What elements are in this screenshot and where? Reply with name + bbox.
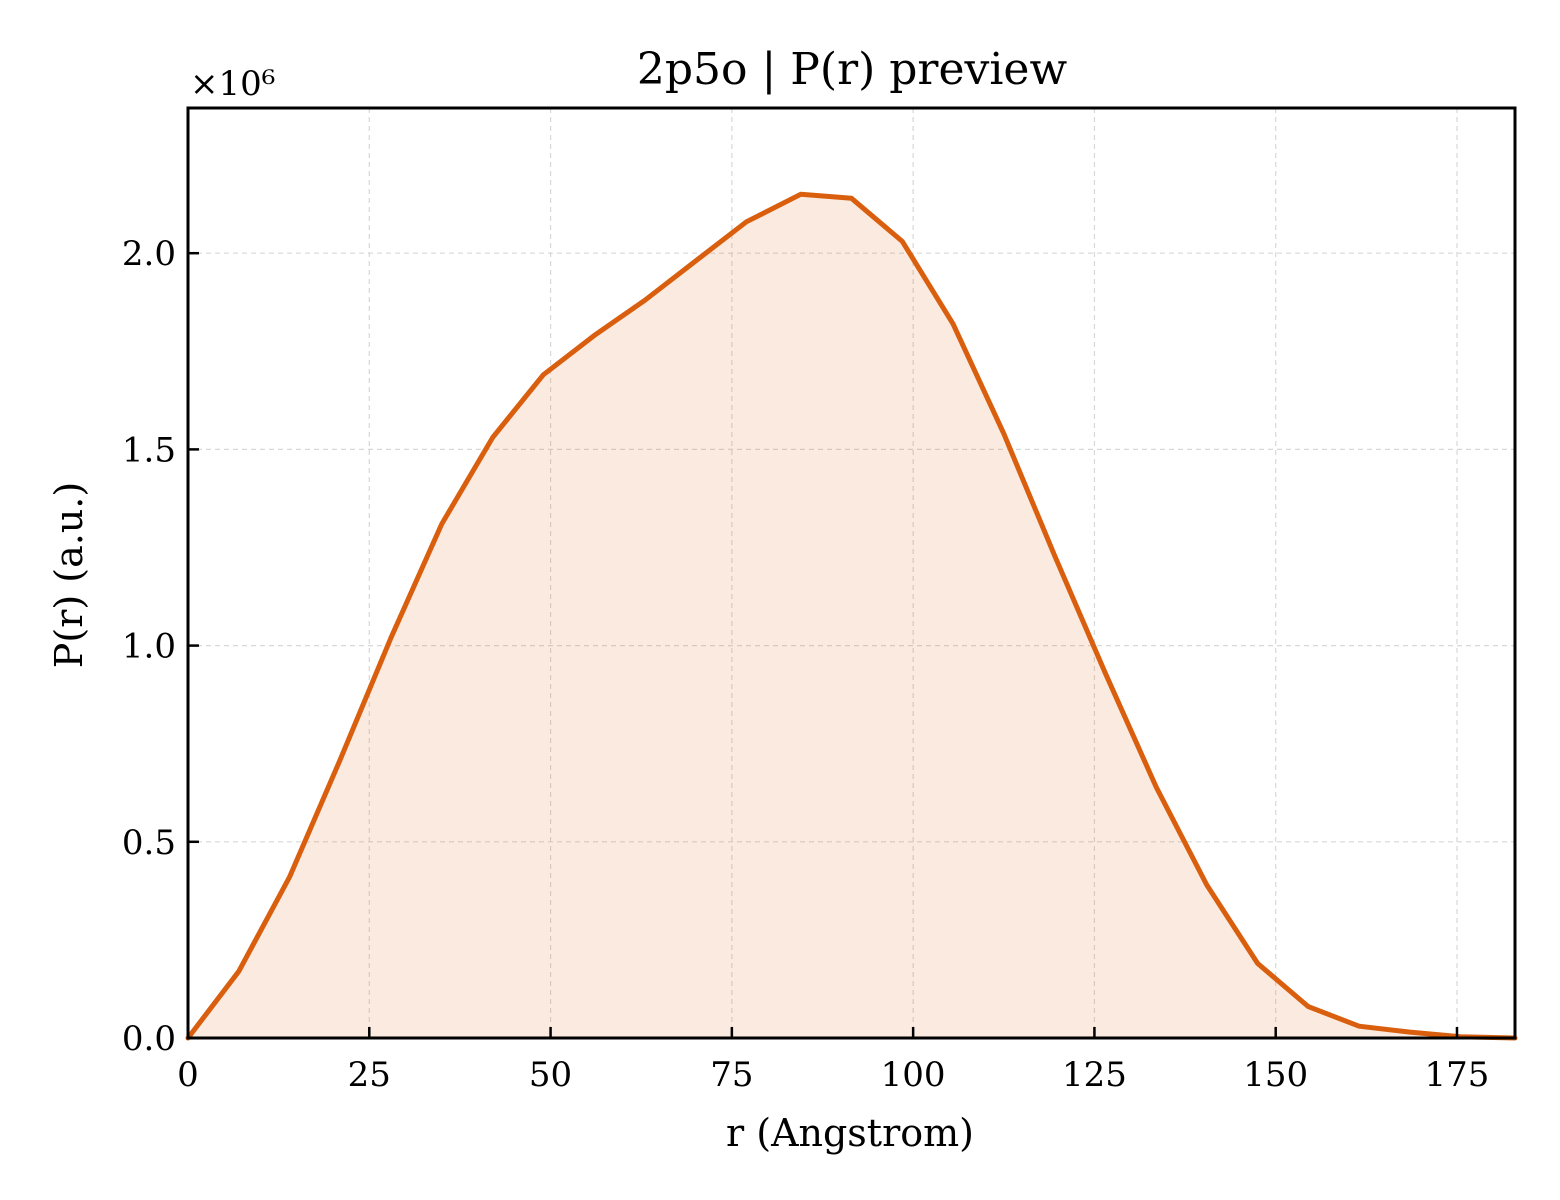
plot-frame xyxy=(186,106,1517,1040)
y-tick-label: 1.0 xyxy=(122,627,176,667)
y-tick-label: 1.5 xyxy=(122,430,176,470)
y-offset-label: ×10⁶ xyxy=(190,64,275,104)
line-layer xyxy=(185,191,1518,1041)
area-layer xyxy=(188,194,1515,1039)
tick-labels: 0 25 50 75 100 125 150 175 0.0 0.5 1.0 1.5 2.0 xyxy=(122,234,1490,1095)
x-tick-label: 175 xyxy=(1425,1055,1490,1095)
x-tick-label: 125 xyxy=(1062,1055,1127,1095)
y-tick-label: 2.0 xyxy=(122,234,176,274)
series-line xyxy=(185,191,1518,1041)
y-tick-label: 0.5 xyxy=(122,823,176,863)
x-tick-label: 25 xyxy=(348,1055,391,1095)
x-tick-label: 100 xyxy=(881,1055,946,1095)
chart-title: 2p5o | P(r) preview xyxy=(637,44,1068,95)
x-axis-label: r (Angstrom) xyxy=(726,1111,974,1155)
series-area-fill xyxy=(188,194,1515,1039)
ticks xyxy=(186,251,1459,1040)
x-tick-label: 75 xyxy=(710,1055,753,1095)
x-tick-label: 150 xyxy=(1243,1055,1308,1095)
y-tick-label: 0.0 xyxy=(122,1019,176,1059)
y-axis-label: P(r) (a.u.) xyxy=(47,482,91,668)
x-tick-label: 0 xyxy=(177,1055,199,1095)
x-tick-label: 50 xyxy=(529,1055,572,1095)
